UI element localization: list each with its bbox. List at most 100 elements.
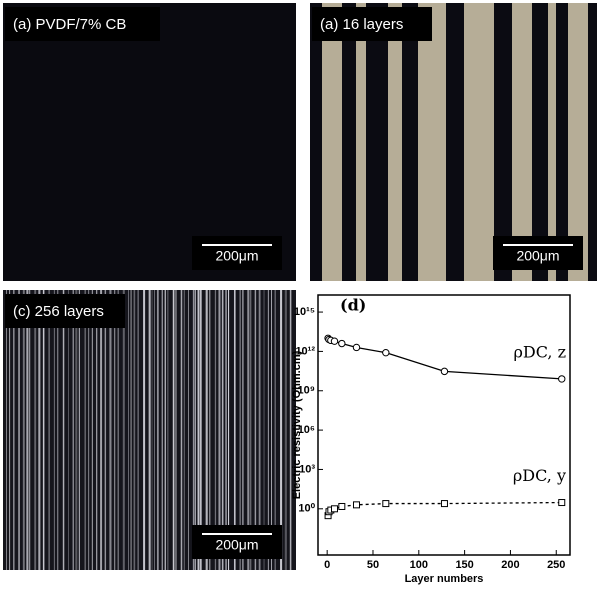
stripe bbox=[42, 290, 45, 570]
scale-label: 200μm bbox=[215, 537, 258, 553]
stripe bbox=[254, 290, 257, 570]
stripe bbox=[239, 290, 241, 570]
marker bbox=[558, 499, 566, 507]
marker bbox=[352, 343, 361, 352]
stripe bbox=[267, 290, 269, 570]
stripe bbox=[280, 290, 283, 570]
stripe bbox=[96, 290, 98, 570]
x-tick-label: 0 bbox=[324, 559, 330, 571]
stripe bbox=[167, 290, 169, 570]
stripe bbox=[9, 290, 11, 570]
stripe bbox=[205, 290, 208, 570]
stripe bbox=[48, 290, 50, 570]
plot-frame bbox=[317, 294, 571, 556]
stripe bbox=[128, 290, 129, 570]
x-axis-title: Layer numbers bbox=[405, 573, 484, 585]
scale-box bbox=[192, 236, 282, 270]
marker bbox=[330, 505, 338, 513]
panel-label: (a) PVDF/7% CB bbox=[13, 16, 126, 33]
x-tick-label: 200 bbox=[501, 559, 519, 571]
scale-box bbox=[192, 525, 282, 559]
stripe bbox=[174, 290, 177, 570]
chart: (d) Layer numbers Electric resistivity (… bbox=[291, 294, 571, 585]
stripe bbox=[84, 290, 86, 570]
stripe bbox=[38, 290, 41, 570]
stripe bbox=[388, 3, 402, 281]
stripe bbox=[57, 290, 59, 570]
stripe bbox=[75, 290, 78, 570]
stripe bbox=[133, 290, 136, 570]
stripe bbox=[28, 290, 31, 570]
stripe bbox=[91, 290, 93, 570]
stripe bbox=[130, 290, 132, 570]
stripe bbox=[250, 290, 252, 570]
y-tick-label: 10³ bbox=[299, 463, 315, 475]
y-tick-label: 10⁹ bbox=[298, 385, 315, 397]
marker bbox=[352, 501, 360, 509]
x-tick-label: 250 bbox=[547, 559, 565, 571]
stripe bbox=[26, 290, 29, 570]
stripe bbox=[122, 290, 125, 570]
stripe bbox=[180, 290, 183, 570]
stripe bbox=[154, 290, 155, 570]
series-label: ρDC, y bbox=[513, 466, 566, 485]
stripe bbox=[114, 290, 116, 570]
micrograph bbox=[3, 3, 296, 281]
stripe bbox=[221, 290, 224, 570]
stripe bbox=[247, 290, 250, 570]
micrograph bbox=[310, 3, 597, 281]
stripe bbox=[258, 290, 261, 570]
stripe bbox=[199, 290, 202, 570]
stripe bbox=[109, 290, 112, 570]
x-tick-label: 150 bbox=[455, 559, 473, 571]
panel-labels: (a) PVDF/7% CB 200μm (a) 16 layers 200μm (c)… bbox=[5, 7, 583, 559]
stripe bbox=[194, 290, 196, 570]
stripe bbox=[156, 290, 159, 570]
y-tick-label: 10¹⁵ bbox=[294, 306, 315, 318]
stripe bbox=[78, 290, 80, 570]
y-tick-label: 10⁶ bbox=[298, 424, 315, 436]
stripe bbox=[548, 3, 556, 281]
stripe bbox=[34, 290, 37, 570]
stripe bbox=[322, 3, 342, 281]
stripe bbox=[263, 290, 265, 570]
stripe bbox=[13, 290, 15, 570]
panel-label: (a) 16 layers bbox=[320, 16, 403, 33]
stripe bbox=[100, 290, 103, 570]
marker bbox=[382, 348, 390, 357]
scale-label: 200μm bbox=[516, 248, 559, 264]
stripe bbox=[242, 290, 244, 570]
x-tick-label: 100 bbox=[410, 559, 428, 571]
stripe bbox=[68, 290, 70, 570]
y-tick-label: 10¹² bbox=[295, 345, 315, 357]
stripe bbox=[192, 290, 195, 570]
stripe bbox=[274, 290, 276, 570]
stripe bbox=[72, 290, 74, 570]
stripe bbox=[53, 290, 55, 570]
label-box bbox=[5, 294, 125, 328]
marker bbox=[338, 502, 346, 510]
micrograph bbox=[3, 290, 296, 570]
stripe bbox=[228, 290, 230, 570]
label-box bbox=[5, 7, 160, 41]
stripe bbox=[151, 290, 153, 570]
y-tick-label: 10⁰ bbox=[298, 503, 315, 515]
stripe bbox=[88, 290, 90, 570]
stripe bbox=[117, 290, 119, 570]
stripe bbox=[209, 290, 211, 570]
stripe bbox=[6, 290, 7, 570]
marker bbox=[440, 367, 449, 376]
stripe bbox=[568, 3, 588, 281]
stripe bbox=[62, 290, 65, 570]
stripe bbox=[22, 290, 25, 570]
stripe bbox=[233, 290, 236, 570]
series-label: ρDC, z bbox=[513, 342, 566, 361]
scale-box bbox=[493, 236, 583, 270]
stripe bbox=[137, 290, 139, 570]
stripe bbox=[225, 290, 227, 570]
panel-label: (d) bbox=[340, 296, 366, 315]
stripe bbox=[197, 290, 200, 570]
x-tick-label: 50 bbox=[367, 559, 379, 571]
marker bbox=[558, 375, 566, 383]
